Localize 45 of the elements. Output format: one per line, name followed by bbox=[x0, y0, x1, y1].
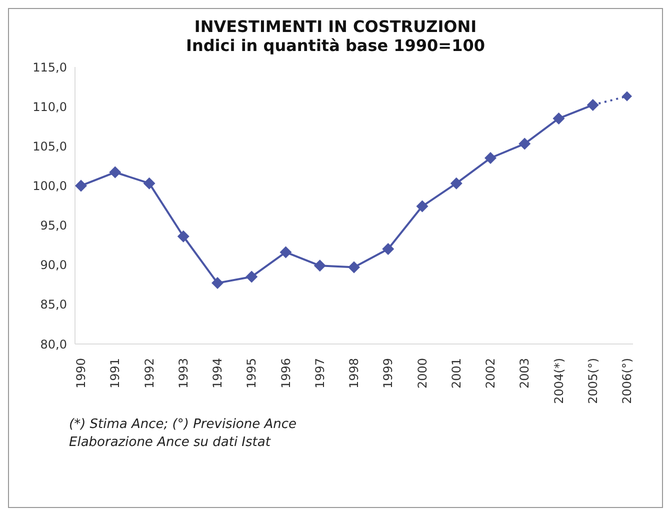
y-tick-label: 95,0 bbox=[40, 218, 67, 233]
x-tick-label: 1994 bbox=[210, 358, 224, 389]
y-tick-label: 100,0 bbox=[32, 178, 67, 193]
x-tick-label: 1991 bbox=[108, 358, 122, 389]
point bbox=[348, 261, 360, 274]
point bbox=[450, 177, 462, 190]
point bbox=[518, 138, 531, 150]
y-tick-label: 90,0 bbox=[40, 258, 67, 272]
y-tick-label: 110,0 bbox=[32, 100, 67, 114]
point bbox=[552, 112, 565, 124]
y-tick-label: 115,0 bbox=[32, 60, 67, 74]
x-tick-label: 1996 bbox=[278, 358, 293, 389]
point bbox=[484, 152, 496, 164]
point bbox=[416, 200, 428, 212]
y-tick-label: 105,0 bbox=[32, 139, 67, 154]
x-tick-label: 1999 bbox=[381, 358, 396, 389]
chart-subtitle: Indici in quantità base 1990=100 bbox=[185, 36, 486, 55]
point bbox=[382, 243, 394, 256]
y-tick-label: 85,0 bbox=[40, 298, 67, 312]
x-tick-label: 1995 bbox=[244, 358, 259, 389]
x-tick-label: 2001 bbox=[449, 358, 464, 389]
x-tick-label: 2004(*) bbox=[552, 358, 566, 404]
x-tick-label: 1998 bbox=[347, 358, 361, 389]
x-tick-label: 1990 bbox=[74, 358, 88, 389]
point bbox=[314, 260, 326, 272]
x-tick-label: 1992 bbox=[142, 358, 156, 389]
point bbox=[212, 277, 224, 290]
point bbox=[622, 91, 632, 102]
x-tick-label: 2006(°) bbox=[620, 358, 634, 404]
x-tick-label: 1993 bbox=[176, 358, 190, 389]
point bbox=[109, 166, 122, 178]
point bbox=[143, 177, 156, 190]
point bbox=[75, 180, 87, 192]
point bbox=[280, 246, 292, 258]
text: Elaborazione Ance su dati Istat bbox=[69, 434, 272, 452]
x-tick-label: 2002 bbox=[484, 358, 498, 389]
text: (*) Stima Ance; (°) Previsione Ance bbox=[69, 416, 298, 434]
x-tick-label: 1997 bbox=[312, 358, 327, 389]
x-tick-label: 2003 bbox=[518, 358, 532, 389]
point bbox=[246, 270, 258, 283]
point bbox=[177, 230, 190, 242]
x-tick-label: 2005(°) bbox=[586, 358, 600, 404]
x-tick-label: 2000 bbox=[415, 358, 430, 389]
y-tick-label: 80,0 bbox=[40, 337, 67, 352]
chart-title: INVESTIMENTI IN COSTRUZIONI bbox=[193, 16, 478, 36]
